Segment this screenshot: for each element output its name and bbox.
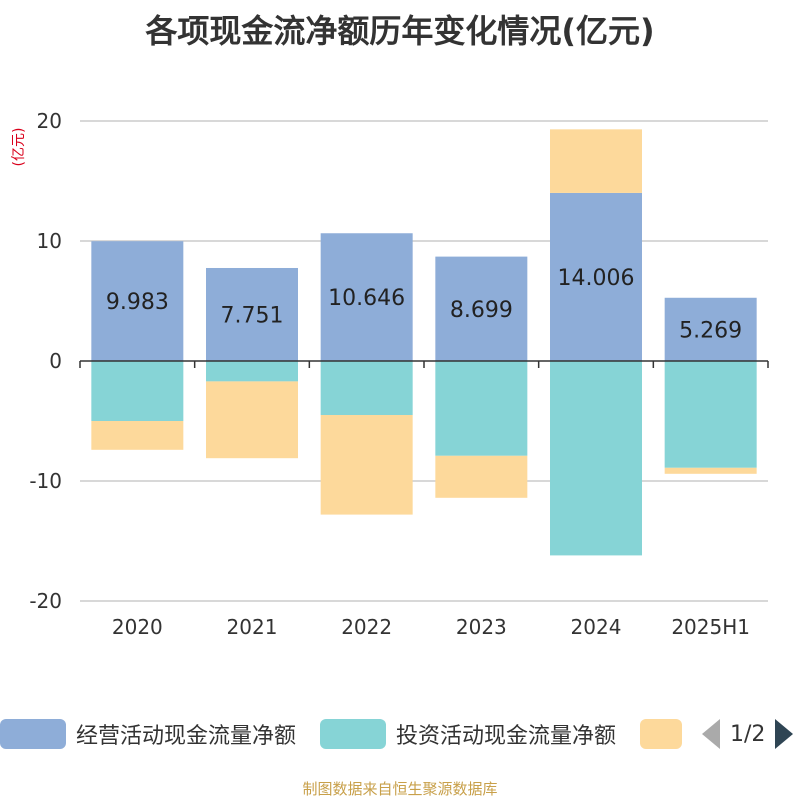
data-label: 7.751 (221, 303, 284, 328)
legend-item-operating[interactable]: 经营活动现金流量净额 (0, 714, 296, 754)
bar-third-2021 (206, 381, 298, 459)
arrow-left-icon[interactable] (702, 719, 720, 749)
x-tick-label: 2024 (571, 615, 622, 639)
data-source-note: 制图数据来自恒生聚源数据库 (302, 780, 498, 798)
x-tick-label: 2022 (341, 615, 392, 639)
bar-third-2023 (435, 455, 528, 498)
legend-item-third[interactable] (640, 714, 692, 754)
legend-label-operating: 经营活动现金流量净额 (76, 724, 297, 749)
y-tick-label: -10 (29, 469, 62, 493)
x-tick-label: 2023 (456, 615, 507, 639)
bar-third-2020 (91, 421, 184, 450)
arrow-right-icon[interactable] (775, 719, 794, 749)
x-tick-label: 2021 (227, 615, 278, 639)
grid-lines (80, 120, 768, 602)
axes: 20 10 0 -10 -20 2020 2021 2022 2023 2024 2025H1 (29, 109, 769, 639)
y-tick-label: -20 (29, 589, 62, 613)
x-tick-label: 2020 (112, 615, 163, 639)
bar-operating-2023 (435, 256, 528, 361)
bar-investing-2020 (91, 361, 184, 421)
bar-investing-2022 (320, 361, 413, 415)
bar-third-2024 (550, 129, 642, 193)
bar-investing-2025H1 (664, 361, 757, 468)
bar-operating-2025H1 (664, 297, 757, 361)
chart-title: 各项现金流净额历年变化情况(亿元) (145, 12, 655, 50)
data-label: 5.269 (679, 318, 742, 343)
legend-item-investing[interactable]: 投资活动现金流量净额 (320, 714, 616, 754)
y-tick-label: 0 (49, 349, 62, 373)
legend-swatch-operating (0, 719, 66, 749)
data-label: 10.646 (328, 286, 405, 311)
y-tick-label: 20 (37, 109, 62, 133)
x-tick-label: 2025H1 (671, 615, 750, 639)
bars (91, 129, 757, 556)
bar-chart: 20 10 0 -10 -20 2020 2021 2022 2023 2024 2025H1 9.… (29, 109, 769, 639)
bar-operating-2022 (320, 233, 413, 361)
bar-third-2025H1 (664, 467, 757, 474)
y-tick-label: 10 (37, 229, 62, 253)
bar-investing-2024 (550, 361, 642, 556)
bar-operating-2020 (91, 241, 184, 361)
legend-pager: 1/2 (702, 714, 794, 754)
legend-label-investing: 投资活动现金流量净额 (396, 724, 617, 749)
legend-swatch-third (640, 719, 682, 749)
data-label: 8.699 (450, 298, 513, 323)
data-labels: 9.983 7.751 10.646 8.699 14.006 5.269 (106, 266, 742, 343)
data-label: 14.006 (558, 266, 635, 291)
legend-swatch-investing (320, 719, 386, 749)
bar-operating-2021 (206, 267, 298, 361)
bar-operating-2024 (550, 192, 642, 361)
legend: 经营活动现金流量净额 投资活动现金流量净额 1/2 (0, 714, 800, 754)
bar-third-2022 (320, 415, 413, 515)
legend-page-indicator: 1/2 (730, 721, 766, 747)
data-label: 9.983 (106, 290, 169, 315)
bar-investing-2023 (435, 361, 528, 456)
bar-investing-2021 (206, 361, 298, 382)
